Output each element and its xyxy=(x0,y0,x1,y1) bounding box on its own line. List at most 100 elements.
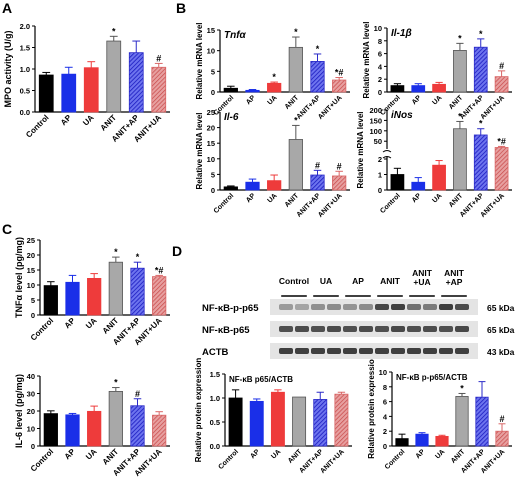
bar-ua xyxy=(270,391,285,447)
y-axis-label: IL-6 level (pg/mg) xyxy=(14,374,24,448)
y-tick-label: 40 xyxy=(27,372,35,381)
bar-control xyxy=(390,85,405,93)
bar-anit xyxy=(453,50,467,93)
bar-anit xyxy=(108,390,123,447)
bar-ua xyxy=(267,180,282,191)
bar-ua xyxy=(435,435,449,447)
y-tick-label: 10 xyxy=(27,281,35,290)
y-tick-label: 0 xyxy=(31,311,35,320)
x-tick-label: AP xyxy=(249,448,261,460)
bar-anit-plus-ua xyxy=(332,79,347,93)
x-tick-label: UA xyxy=(431,94,443,106)
significance-mark: # xyxy=(499,414,504,424)
bar-ap xyxy=(249,400,264,447)
blot-band xyxy=(343,304,357,310)
bar-anit-plus-ap xyxy=(128,52,144,113)
blot-band xyxy=(311,348,325,354)
y-axis-label: TNFα level (pg/mg) xyxy=(14,237,24,318)
blot-band xyxy=(455,326,469,332)
bar-anit-plus-ap xyxy=(473,134,488,191)
bar-ap xyxy=(65,281,80,316)
chart-title: Il-1β xyxy=(391,28,412,39)
y-tick-label: 0.5 xyxy=(210,418,220,427)
y-tick-label: 1.5 xyxy=(210,370,220,379)
blot-band xyxy=(439,348,453,354)
y-tick-label: 10 xyxy=(379,368,387,377)
x-tick-label: AP xyxy=(63,447,78,462)
x-tick-label: ANIT xyxy=(448,94,465,111)
y-tick-label: 25 xyxy=(27,236,35,245)
blot-band xyxy=(359,326,373,332)
blot-band xyxy=(439,304,453,310)
bar-anit-plus-ap xyxy=(475,396,489,447)
bar-anit xyxy=(453,128,467,191)
blot-band xyxy=(279,348,293,354)
bar-ua xyxy=(432,164,446,191)
blot-band xyxy=(391,348,405,354)
y-tick-label: 2 xyxy=(378,155,382,164)
significance-mark: * xyxy=(272,72,276,82)
x-tick-label: UA xyxy=(270,448,282,460)
axis-break-mark xyxy=(382,156,392,159)
blot-group-label: ANIT xyxy=(412,268,433,278)
bar-anit-plus-ap xyxy=(310,61,325,93)
panel-label-c: C xyxy=(2,221,12,237)
y-tick-label: 0 xyxy=(211,186,215,195)
bar-ap xyxy=(411,85,426,93)
bar-ap xyxy=(245,181,260,191)
blot-band xyxy=(407,348,421,354)
x-tick-label: UA xyxy=(266,192,278,204)
x-tick-label: Control xyxy=(217,448,240,471)
significance-mark: # xyxy=(499,61,504,71)
x-tick-label: AP xyxy=(415,448,427,460)
x-tick-label: UA xyxy=(434,448,446,460)
blot-band xyxy=(375,326,389,332)
blot-band xyxy=(439,326,453,332)
blot-band xyxy=(311,326,325,332)
y-tick-label: 30 xyxy=(27,390,35,399)
blot-band xyxy=(391,304,405,310)
y-tick-label: 2 xyxy=(378,75,382,84)
y-tick-label: 15 xyxy=(27,266,35,275)
significance-mark: # xyxy=(315,160,320,170)
blot-band xyxy=(327,304,341,310)
blot-band xyxy=(295,348,309,354)
blot-group-label: ANIT xyxy=(380,276,401,286)
y-tick-label: 5 xyxy=(211,170,215,179)
blot-group-label: AP xyxy=(352,276,364,286)
y-tick-label: 1.0 xyxy=(210,394,220,403)
bar-anit-plus-ap xyxy=(130,267,145,316)
y-axis-label: MPO activity (U/g) xyxy=(3,30,13,107)
blot-row-label: NF-κB-p-p65 xyxy=(202,303,259,314)
blot-band xyxy=(327,348,341,354)
x-tick-label: AP xyxy=(411,192,423,204)
x-tick-label: ANIT+UA xyxy=(317,94,344,121)
blot-band xyxy=(327,326,341,332)
chart-title: Il-6 xyxy=(224,112,239,123)
y-tick-label: 0 xyxy=(383,442,387,451)
blot-band xyxy=(279,304,293,310)
bar-ap xyxy=(245,89,260,93)
blot-band xyxy=(455,304,469,310)
blot-row-label: ACTB xyxy=(202,347,229,358)
y-tick-label: 8 xyxy=(383,383,387,392)
significance-mark: * xyxy=(112,26,116,36)
panel-label-d: D xyxy=(172,243,182,259)
blot-band xyxy=(279,326,293,332)
x-tick-label: ANIT xyxy=(448,192,465,209)
y-tick-label: 6 xyxy=(378,50,382,59)
bar-ua xyxy=(83,67,99,113)
blot-group-label: UA xyxy=(320,276,332,286)
blot-band xyxy=(359,304,373,310)
blot-membrane xyxy=(270,299,478,315)
x-tick-label: UA xyxy=(84,316,99,331)
bar-control xyxy=(395,438,409,447)
blot-band xyxy=(295,304,309,310)
y-tick-label: 4 xyxy=(383,412,388,421)
blot-band xyxy=(455,348,469,354)
y-tick-label: 15 xyxy=(207,139,215,148)
y-tick-label: 4 xyxy=(378,62,383,71)
chart-title: Tnfα xyxy=(224,30,247,41)
blot-band xyxy=(295,326,309,332)
